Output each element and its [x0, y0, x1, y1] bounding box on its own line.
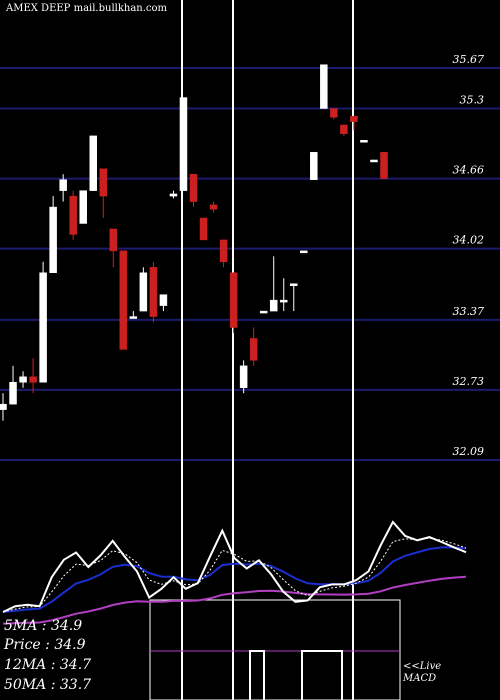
ma50-label: 50MA : 33.7 — [4, 677, 91, 693]
candle-body — [59, 179, 67, 191]
ma50-line — [2, 575, 467, 625]
y-tick-label: 32.09 — [453, 445, 485, 458]
candles-layer — [0, 64, 388, 421]
candle-body — [149, 267, 158, 317]
candle-body — [199, 217, 208, 241]
candle-body — [169, 193, 178, 197]
candle-body — [129, 316, 138, 319]
price-line — [2, 520, 467, 613]
candle-body — [330, 108, 338, 118]
candle-body — [300, 250, 308, 254]
candle-body — [209, 204, 218, 210]
candle-body — [109, 228, 118, 252]
candle-body — [159, 294, 168, 306]
candle-body — [350, 115, 358, 122]
y-tick-label: 34.02 — [453, 234, 485, 247]
ma5-label: 5MA : 34.9 — [4, 618, 82, 634]
price-gridlines — [0, 67, 500, 461]
price-label: Price : 34.9 — [3, 637, 86, 653]
candle-body — [229, 272, 238, 328]
candle-body — [290, 283, 298, 286]
y-tick-label: 32.73 — [453, 375, 485, 388]
candle-body — [79, 190, 87, 224]
candle-body — [99, 168, 108, 197]
macd-box — [149, 599, 401, 700]
candle-body — [49, 206, 57, 274]
candle-body — [320, 64, 328, 109]
indicator-panel — [2, 520, 467, 700]
candle-body — [380, 152, 388, 179]
ma5-line — [2, 537, 467, 613]
ma12-line — [2, 546, 467, 613]
candle-body — [249, 338, 258, 361]
y-tick-label: 34.66 — [453, 164, 485, 177]
candle-body — [179, 97, 188, 191]
y-tick-label: 33.37 — [453, 305, 485, 318]
y-tick-label: 35.67 — [453, 53, 485, 66]
candle-body — [139, 272, 148, 312]
live-macd-label-2: MACD — [402, 673, 436, 684]
candle-body — [360, 140, 368, 143]
candle-body — [370, 159, 378, 163]
candle-body — [0, 403, 7, 410]
candle-body — [310, 152, 318, 180]
candle-body — [340, 124, 348, 134]
y-tick-label: 35.3 — [460, 94, 485, 107]
candle-body — [9, 382, 17, 405]
candle-body — [239, 365, 248, 388]
macd-bar — [249, 650, 265, 700]
y-axis-ticks: 35.67 35.3 34.66 34.02 33.37 32.73 32.09 — [453, 53, 485, 458]
candle-body — [19, 376, 27, 383]
macd-bar — [301, 650, 343, 700]
candle-body — [29, 376, 37, 383]
candle-body — [69, 195, 77, 235]
candle-body — [189, 173, 198, 202]
ma12-label: 12MA : 34.7 — [4, 657, 91, 673]
candle-body — [279, 299, 288, 303]
live-macd-label-1: <<Live — [403, 661, 441, 672]
candle-body — [119, 250, 128, 350]
candle-body — [89, 135, 97, 191]
candle-body — [259, 310, 268, 314]
candle-body — [269, 299, 278, 312]
candle-body — [219, 239, 228, 263]
indicator-legend: 5MA : 34.9 Price : 34.9 12MA : 34.7 50MA… — [3, 618, 91, 693]
candle-body — [39, 272, 47, 383]
chart-title: AMEX DEEP mail.bullkhan.com — [5, 3, 168, 14]
